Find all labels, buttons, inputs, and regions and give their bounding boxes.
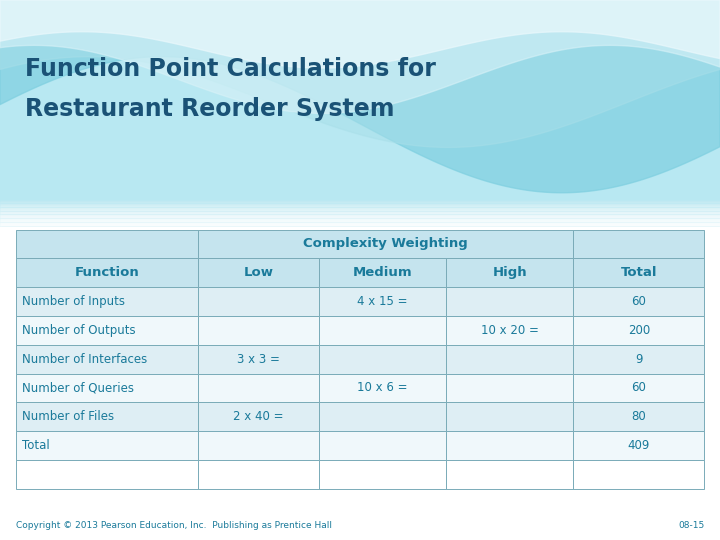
Text: Copyright © 2013 Pearson Education, Inc.  Publishing as Prentice Hall: Copyright © 2013 Pearson Education, Inc.… [16,521,332,530]
Text: 3 x 3 =: 3 x 3 = [237,353,280,366]
Bar [0,201,720,202]
Bar [0,212,720,213]
Text: Number of Inputs: Number of Inputs [22,295,125,308]
Text: Number of Files: Number of Files [22,410,114,423]
Bar [0,222,720,224]
Bar [0,204,720,205]
Text: 10 x 6 =: 10 x 6 = [357,381,408,394]
Bar [0,224,720,225]
Text: Low: Low [243,266,274,279]
Bar [0,208,720,209]
Text: 60: 60 [631,381,647,394]
Bar [0,209,720,211]
Bar [0,213,720,214]
Bar [0,216,720,217]
Text: 60: 60 [631,295,647,308]
Text: Number of Outputs: Number of Outputs [22,324,135,337]
Text: Number of Interfaces: Number of Interfaces [22,353,147,366]
Text: 200: 200 [628,324,650,337]
Bar [0,220,720,221]
Bar [0,205,720,206]
Bar [0,200,720,201]
Text: Function: Function [75,266,140,279]
Bar [0,202,720,204]
Bar [0,211,720,212]
Text: 4 x 15 =: 4 x 15 = [357,295,408,308]
Text: High: High [492,266,527,279]
Text: 2 x 40 =: 2 x 40 = [233,410,284,423]
Bar [0,225,720,227]
Text: 08-15: 08-15 [678,521,704,530]
Text: Total: Total [621,266,657,279]
Text: Medium: Medium [353,266,412,279]
Text: 80: 80 [631,410,646,423]
Text: 10 x 20 =: 10 x 20 = [481,324,539,337]
Bar [0,217,720,219]
Bar [0,206,720,208]
Text: 409: 409 [628,439,650,452]
Text: 9: 9 [635,353,642,366]
Text: Total: Total [22,439,50,452]
Bar [0,221,720,222]
Text: Complexity Weighting: Complexity Weighting [303,238,468,251]
Bar [0,214,720,216]
Text: Restaurant Reorder System: Restaurant Reorder System [25,97,395,121]
Bar [0,219,720,220]
Text: Number of Queries: Number of Queries [22,381,134,394]
Text: Function Point Calculations for: Function Point Calculations for [25,57,436,80]
